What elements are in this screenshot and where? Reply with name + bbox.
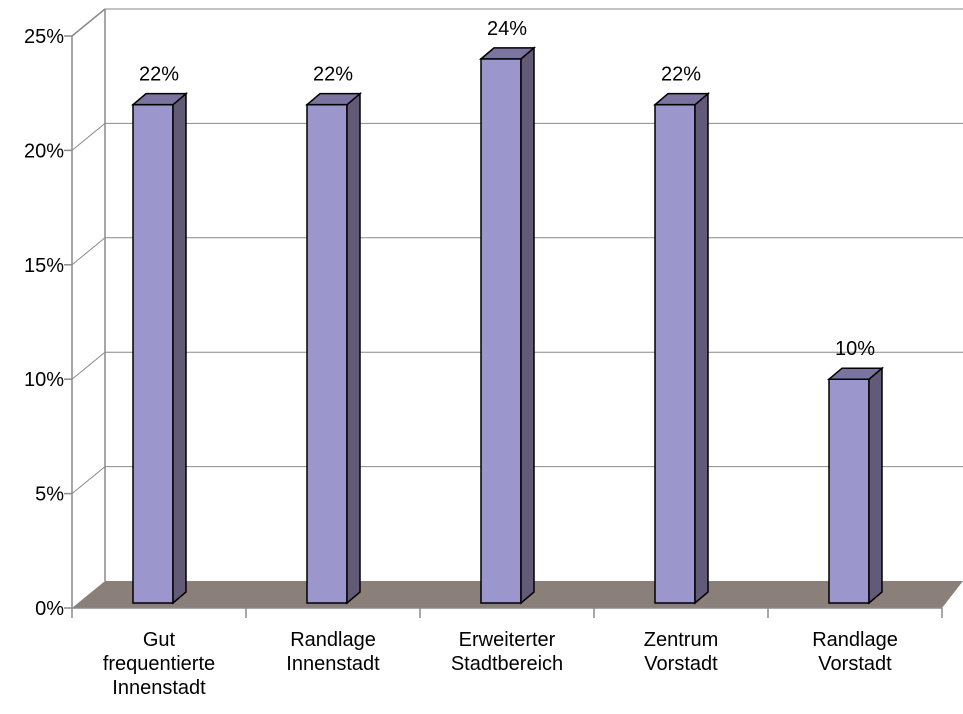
- category-label: Erweiterter Stadtbereich: [451, 629, 563, 675]
- bar-side: [520, 46, 535, 605]
- y-tick-label: 25%: [24, 26, 64, 48]
- gridlines: [71, 8, 963, 494]
- bar: [304, 92, 363, 605]
- category-label: Randlage Innenstadt: [286, 629, 380, 675]
- category-label-line: Gut: [143, 629, 176, 651]
- bar: [826, 366, 885, 605]
- category-label-line: Innenstadt: [286, 653, 380, 675]
- bar-side: [172, 92, 187, 605]
- bar-front: [828, 378, 870, 604]
- bar-top: [304, 92, 363, 106]
- gridline-5: [71, 8, 963, 37]
- bar: [130, 92, 189, 605]
- bar-front: [306, 103, 348, 604]
- bar-front: [480, 58, 522, 604]
- y-tick-label: 0%: [35, 598, 64, 620]
- category-label: Randlage Vorstadt: [812, 629, 898, 675]
- category-label: Zentrum Vorstadt: [644, 629, 718, 675]
- category-label: Gut frequentierte Innenstadt: [103, 629, 215, 699]
- data-label: 22%: [661, 64, 701, 86]
- bar-front: [654, 103, 696, 604]
- labels: 0%5%10%15%20%25%22%Gut frequentierte Innen…: [24, 18, 898, 699]
- y-tick-label: 5%: [35, 484, 64, 506]
- category-label-line: Vorstadt: [818, 653, 892, 675]
- bar-top: [826, 367, 885, 380]
- bar-side: [868, 366, 883, 605]
- data-label: 22%: [139, 64, 179, 86]
- category-label-line: frequentierte: [103, 653, 215, 675]
- bar-top: [478, 47, 537, 60]
- category-label-line: Randlage: [812, 629, 898, 651]
- chart-walls: [71, 8, 106, 581]
- category-label-line: Zentrum: [644, 629, 718, 651]
- bar: [478, 46, 537, 605]
- data-label: 22%: [313, 64, 353, 86]
- bar: [652, 92, 711, 605]
- bar-side: [346, 92, 361, 605]
- bar-front: [132, 103, 174, 604]
- data-label: 24%: [487, 18, 527, 40]
- bars: [130, 46, 885, 605]
- y-tick-label: 10%: [24, 369, 64, 391]
- category-label-line: Stadtbereich: [451, 653, 563, 675]
- y-tick-label: 15%: [24, 255, 64, 277]
- category-label-line: Erweiterter: [459, 629, 556, 651]
- category-label-line: Innenstadt: [112, 677, 206, 699]
- y-tick-label: 20%: [24, 140, 64, 162]
- category-label-line: Vorstadt: [644, 653, 718, 675]
- data-label: 10%: [835, 338, 875, 360]
- bar-top: [130, 92, 189, 106]
- bar-top: [652, 92, 711, 106]
- axes: [64, 35, 943, 618]
- bar-side: [694, 92, 709, 605]
- category-label-line: Randlage: [290, 629, 376, 651]
